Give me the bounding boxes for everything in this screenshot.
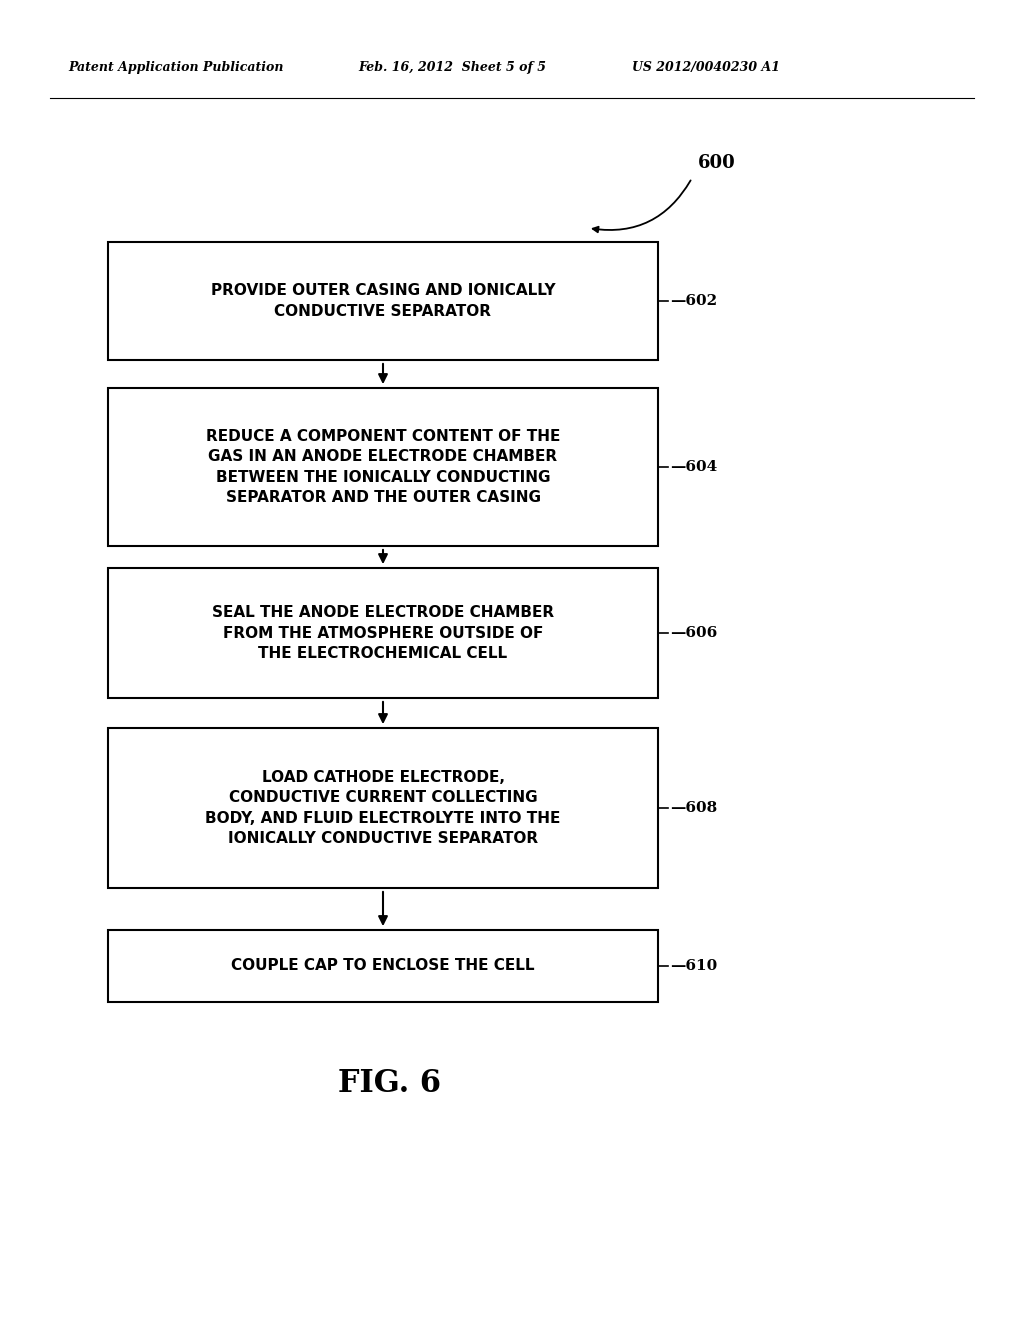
Text: PROVIDE OUTER CASING AND IONICALLY
CONDUCTIVE SEPARATOR: PROVIDE OUTER CASING AND IONICALLY CONDU… — [211, 284, 555, 318]
Text: —610: —610 — [670, 960, 717, 973]
Bar — [108, 568, 658, 698]
Bar — [108, 388, 658, 546]
Text: SEAL THE ANODE ELECTRODE CHAMBER
FROM THE ATMOSPHERE OUTSIDE OF
THE ELECTROCHEMI: SEAL THE ANODE ELECTRODE CHAMBER FROM TH… — [212, 605, 554, 661]
Text: —602: —602 — [670, 294, 717, 308]
Text: FIG. 6: FIG. 6 — [339, 1068, 441, 1098]
Text: LOAD CATHODE ELECTRODE,
CONDUCTIVE CURRENT COLLECTING
BODY, AND FLUID ELECTROLYT: LOAD CATHODE ELECTRODE, CONDUCTIVE CURRE… — [206, 770, 561, 846]
Text: Patent Application Publication: Patent Application Publication — [68, 62, 284, 74]
FancyArrowPatch shape — [593, 181, 690, 232]
Bar — [108, 242, 658, 360]
Text: Feb. 16, 2012  Sheet 5 of 5: Feb. 16, 2012 Sheet 5 of 5 — [358, 62, 546, 74]
Text: 600: 600 — [698, 154, 736, 172]
Text: US 2012/0040230 A1: US 2012/0040230 A1 — [632, 62, 780, 74]
Text: —604: —604 — [670, 459, 717, 474]
Bar — [108, 729, 658, 888]
Text: REDUCE A COMPONENT CONTENT OF THE
GAS IN AN ANODE ELECTRODE CHAMBER
BETWEEN THE : REDUCE A COMPONENT CONTENT OF THE GAS IN… — [206, 429, 560, 506]
Bar — [108, 931, 658, 1002]
Text: —606: —606 — [670, 626, 717, 640]
Text: COUPLE CAP TO ENCLOSE THE CELL: COUPLE CAP TO ENCLOSE THE CELL — [231, 958, 535, 974]
Text: —608: —608 — [670, 801, 717, 814]
